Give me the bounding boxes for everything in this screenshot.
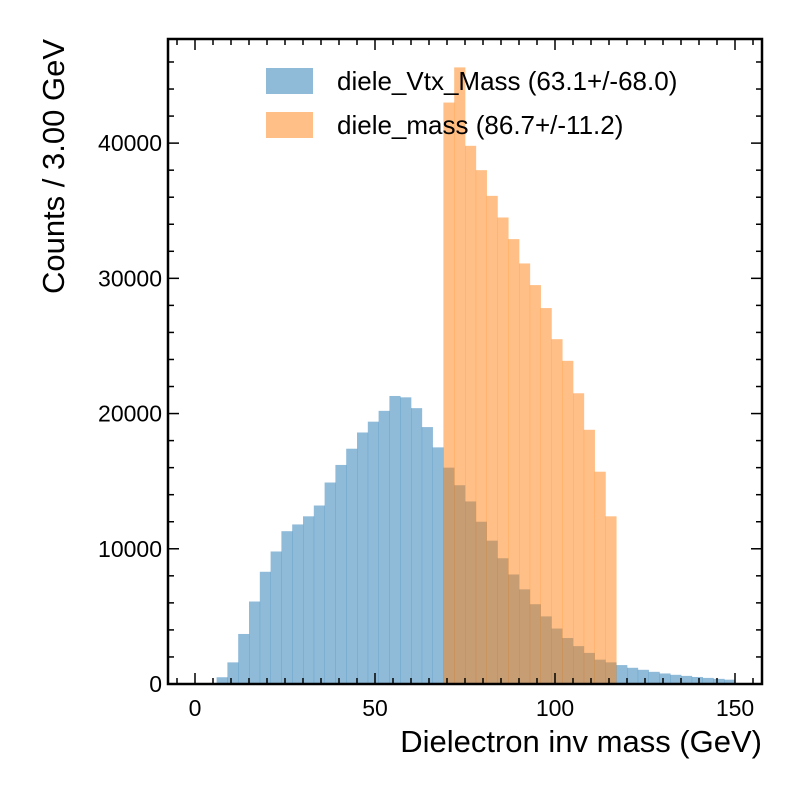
bar-series1-bin-14 (346, 448, 358, 684)
bar-series2-bin-10 (551, 339, 563, 684)
bar-series1-bin-43 (659, 673, 671, 684)
plot-frame (166, 37, 764, 686)
bar-series1-bin-8 (281, 531, 293, 684)
bar-series1-bin-19 (400, 397, 412, 684)
bar-series1-bin-11 (313, 505, 325, 684)
y-axis-label: Counts / 3.00 GeV (36, 39, 71, 294)
bar-series1-bin-44 (670, 674, 682, 684)
bar-series2-bin-8 (529, 285, 541, 684)
bar-series2-bin-0 (443, 102, 455, 684)
bar-series1-bin-40 (627, 667, 639, 684)
bar-series1-bin-13 (335, 464, 347, 684)
bar-series1-bin-18 (389, 395, 401, 684)
bar-series1-bin-3 (227, 662, 239, 684)
bar-series2-bin-1 (454, 67, 466, 684)
bar-series1-bin-7 (270, 551, 282, 684)
bar-series2-bin-12 (573, 393, 585, 684)
bar-series1-bin-17 (378, 410, 390, 684)
bar-series1-bin-10 (303, 516, 315, 684)
tick-labels-layer: 0 50 100 150 0 10000 20000 30000 40000 (98, 130, 754, 721)
bar-series1-bin-20 (411, 408, 423, 684)
bar-series2-bin-14 (594, 471, 606, 684)
legend-label-series2: diele_mass (86.7+/-11.2) (337, 110, 623, 140)
legend-label-series1: diele_Vtx_Mass (63.1+/-68.0) (337, 66, 677, 96)
legend-swatch-series2 (266, 112, 313, 138)
bar-series1-bin-46 (691, 676, 703, 684)
bar-series2-bin-5 (497, 217, 509, 684)
bar-series1-bin-4 (238, 633, 250, 684)
bar-series1-bin-6 (259, 571, 271, 684)
y-tick-label: 30000 (98, 265, 162, 291)
x-tick-label: 150 (716, 695, 754, 721)
bar-series1-bin-42 (648, 671, 660, 684)
bar-series2-bin-11 (562, 360, 574, 684)
bar-series2-bin-13 (583, 429, 595, 684)
legend: diele_Vtx_Mass (63.1+/-68.0) diele_mass (… (266, 66, 677, 140)
bar-series1-bin-16 (367, 421, 379, 684)
bar-series1-bin-49 (724, 679, 736, 684)
x-axis-label: Dielectron inv mass (GeV) (400, 724, 762, 759)
bar-series2-bin-4 (486, 195, 498, 684)
bar-series1-bin-12 (324, 482, 336, 684)
bar-series1-bin-15 (357, 432, 369, 684)
bar-series1-bin-45 (681, 675, 693, 684)
bar-series2-bin-6 (508, 239, 520, 684)
bar-series1-bin-5 (249, 601, 261, 684)
y-tick-label: 10000 (98, 536, 162, 562)
bar-series1-bin-22 (432, 447, 444, 684)
x-tick-label: 50 (362, 695, 388, 721)
bar-series1-bin-47 (702, 677, 714, 684)
legend-swatch-series1 (266, 68, 313, 94)
y-tick-label: 40000 (98, 130, 162, 156)
bar-series2-bin-2 (465, 145, 477, 684)
bar-series1-bin-9 (292, 524, 304, 684)
x-tick-label: 0 (189, 695, 202, 721)
bar-series2-bin-3 (475, 170, 487, 685)
bar-series2-bin-7 (519, 263, 531, 684)
bar-series1-bin-39 (616, 665, 628, 684)
x-tick-label: 100 (536, 695, 574, 721)
bars-layer (216, 67, 736, 685)
bar-series1-bin-21 (421, 427, 433, 684)
bar-series1-bin-41 (637, 669, 649, 684)
bar-series2-bin-9 (540, 308, 552, 684)
bar-series1-bin-2 (216, 677, 228, 684)
y-tick-label: 0 (149, 671, 162, 697)
bar-series1-bin-48 (713, 678, 725, 684)
bar-series2-bin-15 (605, 516, 617, 684)
y-tick-label: 20000 (98, 401, 162, 427)
